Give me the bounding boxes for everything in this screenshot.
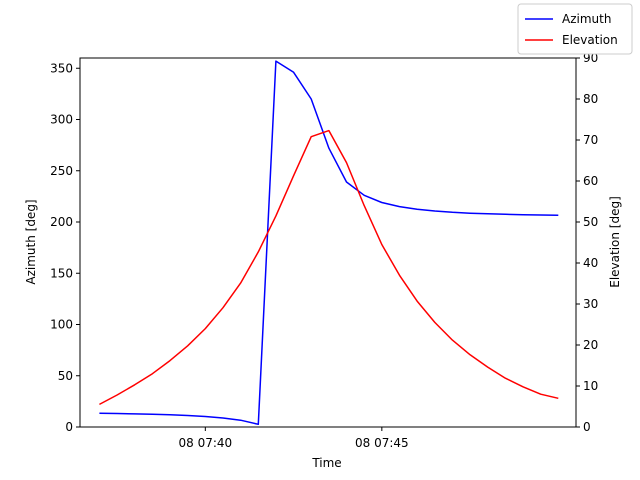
legend: Azimuth Elevation <box>517 3 633 55</box>
y-left-tick-label: 250 <box>50 164 73 178</box>
y-right-tick-label: 0 <box>583 420 591 434</box>
y-right-tick-label: 70 <box>583 133 598 147</box>
series-line-azimuth <box>99 60 559 426</box>
y-right-tick-label: 40 <box>583 256 598 270</box>
legend-label-azimuth: Azimuth <box>562 12 611 26</box>
x-tick-label: 08 07:45 <box>355 436 409 450</box>
y-left-tick-label: 100 <box>50 318 73 332</box>
legend-frame <box>517 3 633 55</box>
y-left-tick-label: 0 <box>65 420 73 434</box>
legend-label-elevation: Elevation <box>562 33 618 47</box>
y-axis-right-label: Elevation [deg] <box>608 196 622 288</box>
axes-layer: 0501001502002503003500102030405060708090… <box>50 51 598 450</box>
y-left-tick-label: 150 <box>50 266 73 280</box>
x-axis-label: Time <box>311 456 341 470</box>
series-line-elevation <box>99 129 559 406</box>
y-left-tick-label: 300 <box>50 113 73 127</box>
x-tick-label: 08 07:40 <box>178 436 232 450</box>
y-right-tick-label: 20 <box>583 338 598 352</box>
y-right-tick-label: 80 <box>583 92 598 106</box>
y-right-tick-label: 30 <box>583 297 598 311</box>
y-left-tick-label: 350 <box>50 61 73 75</box>
plot-frame <box>79 57 577 428</box>
y-axis-left-label: Azimuth [deg] <box>24 199 38 284</box>
y-right-tick-label: 50 <box>583 215 598 229</box>
y-right-tick-label: 60 <box>583 174 598 188</box>
y-left-tick-label: 50 <box>58 369 73 383</box>
y-left-tick-label: 200 <box>50 215 73 229</box>
y-right-tick-label: 10 <box>583 379 598 393</box>
series-layer <box>99 60 559 426</box>
